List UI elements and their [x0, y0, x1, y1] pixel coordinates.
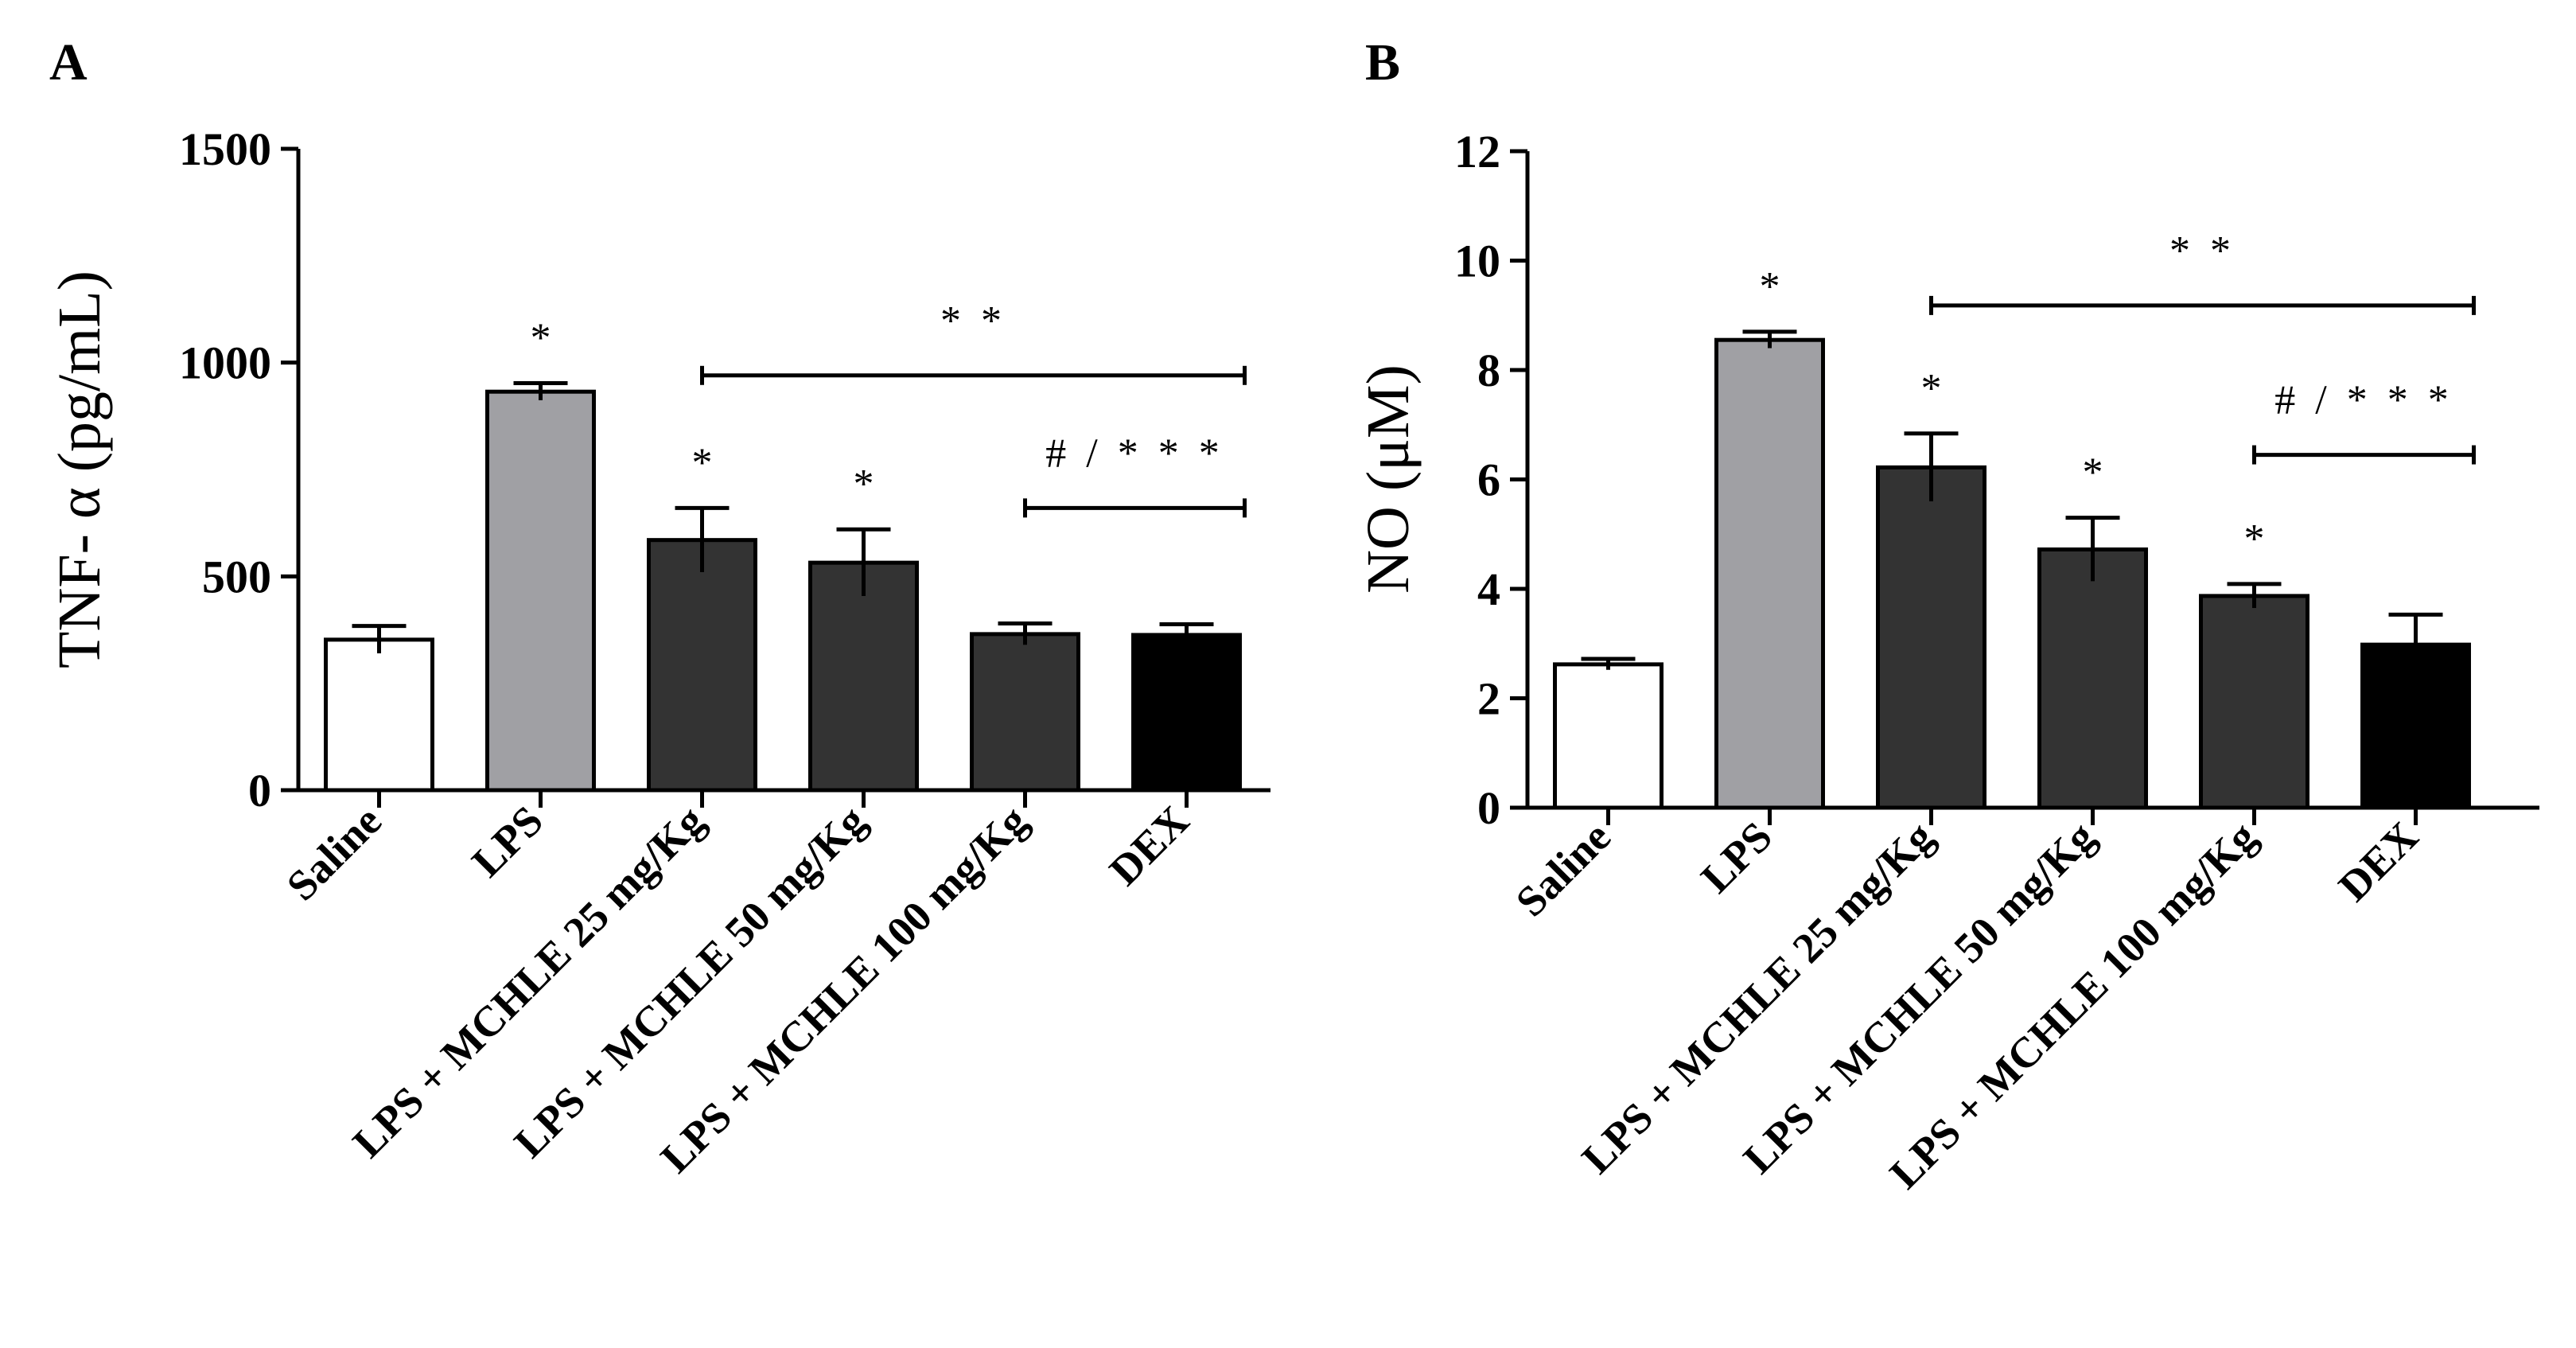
- bar: [1131, 633, 1242, 793]
- bar: [485, 389, 596, 793]
- panel-letter: B: [1365, 33, 1400, 92]
- panel-letter: A: [49, 33, 88, 92]
- significance-star: *: [1921, 366, 1942, 411]
- y-tick-label: 10: [1454, 236, 1500, 287]
- significance-star: *: [692, 440, 713, 485]
- y-tick-label: 0: [1477, 782, 1500, 834]
- y-tick-label: 12: [1454, 126, 1500, 177]
- bracket-label: # / * * *: [1045, 431, 1224, 476]
- bar: [970, 632, 1080, 793]
- category-label: DEX: [1100, 797, 1198, 894]
- significance-star: *: [2083, 450, 2103, 496]
- bar: [324, 637, 434, 793]
- y-tick-label: 500: [202, 551, 271, 602]
- bracket-label: * *: [940, 298, 1006, 344]
- significance-star: *: [1760, 264, 1780, 310]
- bar: [647, 538, 757, 793]
- bar: [1714, 337, 1825, 810]
- y-tick-label: 1000: [179, 337, 271, 389]
- category-label: DEX: [2329, 812, 2427, 910]
- significance-star: *: [2244, 516, 2265, 562]
- bar: [1553, 662, 1664, 810]
- bar: [2199, 594, 2309, 810]
- bar: [1876, 465, 1986, 810]
- y-tick-label: 6: [1477, 454, 1500, 506]
- bar: [2037, 547, 2148, 810]
- significance-star: *: [531, 315, 551, 360]
- y-tick-label: 8: [1477, 345, 1500, 396]
- category-label: LPS: [1692, 812, 1781, 902]
- category-label: Saline: [1507, 812, 1620, 925]
- y-axis-label: NO (μM): [1355, 364, 1422, 594]
- y-tick-label: 4: [1477, 563, 1500, 615]
- y-tick-label: 1500: [179, 123, 271, 175]
- y-axis-label: TNF- α (pg/mL): [46, 271, 113, 668]
- y-tick-label: 2: [1477, 673, 1500, 725]
- bracket-label: # / * * *: [2274, 378, 2453, 423]
- bar: [808, 560, 919, 793]
- y-tick-label: 0: [248, 765, 271, 816]
- significance-star: *: [854, 462, 874, 507]
- category-label: LPS: [463, 797, 552, 886]
- category-label: Saline: [278, 797, 391, 910]
- bracket-label: * *: [2169, 228, 2236, 274]
